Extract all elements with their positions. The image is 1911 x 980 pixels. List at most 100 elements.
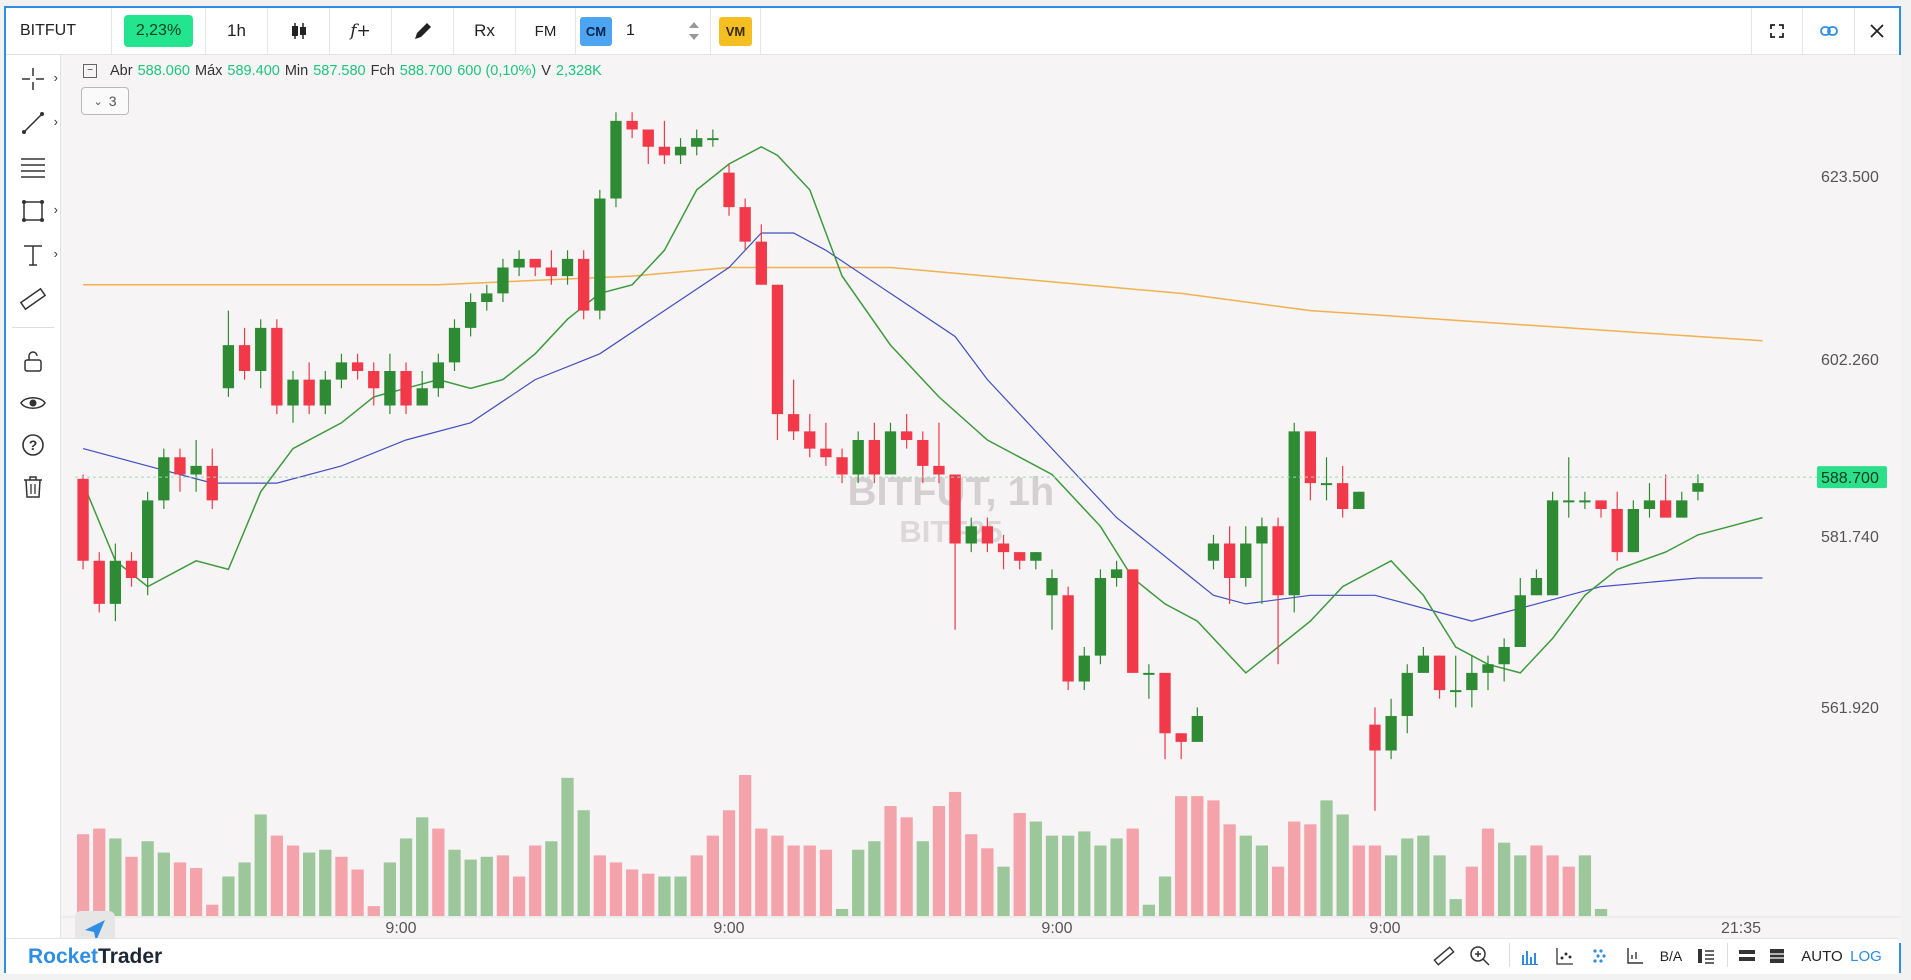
top-toolbar: BITFUT 2,23% 1h f+ Rx FM CM 1 VM xyxy=(6,8,1899,55)
candle-body xyxy=(1272,526,1284,596)
rx-button[interactable]: Rx xyxy=(454,8,516,54)
heatmap-toggle[interactable] xyxy=(1587,943,1613,969)
candle-body xyxy=(1433,655,1446,691)
candle-body xyxy=(884,431,897,475)
zoom-button[interactable] xyxy=(1467,943,1493,969)
cm-button[interactable]: CM xyxy=(576,8,616,54)
chevron-right-icon[interactable]: › xyxy=(53,202,58,217)
chevron-down-icon: ⌄ xyxy=(93,95,103,108)
chart-area[interactable]: BITFUT, 1hBITF25623.500602.260581.740561… xyxy=(61,55,1901,951)
volume-bar xyxy=(803,845,816,916)
candle-body xyxy=(820,448,832,458)
axis-toggle[interactable] xyxy=(1622,943,1648,969)
candle-body xyxy=(561,258,574,277)
shapes-tool[interactable]: › xyxy=(6,191,60,231)
bid-ask-toggle[interactable]: B/A xyxy=(1659,948,1683,964)
svg-text:?: ? xyxy=(29,437,38,453)
close-value: 588.700 xyxy=(399,63,453,79)
candle-body xyxy=(238,345,251,371)
candle-body xyxy=(1385,716,1397,751)
candle-body xyxy=(416,388,428,406)
spinner-arrows-icon[interactable] xyxy=(688,20,700,42)
text-tool[interactable]: › xyxy=(6,235,60,275)
ruler-icon xyxy=(1433,946,1455,966)
candle-body xyxy=(464,302,477,328)
link-button[interactable] xyxy=(1803,8,1855,54)
candle-body xyxy=(771,284,784,415)
candle-body xyxy=(1207,543,1220,561)
symbol-selector[interactable]: BITFUT xyxy=(6,8,112,54)
candle-body xyxy=(691,138,703,147)
ruler-icon xyxy=(19,287,47,311)
lock-button[interactable] xyxy=(6,341,60,381)
chevron-right-icon[interactable]: › xyxy=(53,114,58,129)
low-label: Min xyxy=(284,63,309,79)
auto-scale-button[interactable]: AUTO xyxy=(1801,947,1843,965)
delete-drawings-button[interactable] xyxy=(6,467,60,507)
fib-tool[interactable] xyxy=(6,147,60,187)
volume-bar xyxy=(1175,796,1188,916)
candle-body xyxy=(1337,483,1349,509)
candle-body xyxy=(400,371,412,406)
candle-body xyxy=(1401,672,1413,716)
book-toggle[interactable] xyxy=(1693,943,1719,969)
chart-type-button[interactable] xyxy=(268,8,330,54)
volume-bar xyxy=(367,906,380,916)
ruler-button[interactable] xyxy=(1431,943,1457,969)
candle-body xyxy=(1643,500,1656,509)
volume-bar xyxy=(739,775,752,916)
panel-icon xyxy=(1770,949,1784,963)
log-scale-button[interactable]: LOG xyxy=(1850,947,1882,965)
layout-toggle-1[interactable] xyxy=(1734,943,1760,969)
order-book-icon xyxy=(1698,949,1714,964)
indicators-toggle[interactable]: ⌄ 3 xyxy=(81,87,129,115)
trendline-tool[interactable]: › xyxy=(6,103,60,143)
volume-bar xyxy=(835,908,849,916)
close-button[interactable] xyxy=(1855,8,1899,54)
help-button[interactable]: ? xyxy=(6,425,60,465)
timeframe-button[interactable]: 1h xyxy=(206,8,268,54)
visibility-button[interactable] xyxy=(6,383,60,423)
toolbar-divider xyxy=(12,327,54,328)
brand-part-2: Trader xyxy=(98,945,163,968)
vm-button[interactable]: VM xyxy=(711,8,761,54)
volume-bar xyxy=(658,876,671,916)
time-axis-label: 9:00 xyxy=(385,920,416,937)
candle-body xyxy=(1030,552,1042,561)
volume-bar xyxy=(1304,824,1317,916)
volume-bar xyxy=(1433,855,1446,916)
divider xyxy=(1509,943,1510,967)
candle-body xyxy=(674,146,687,156)
collapse-legend-icon[interactable]: − xyxy=(83,64,97,78)
ruler-tool[interactable] xyxy=(6,279,60,319)
layout-toggle-2[interactable] xyxy=(1764,943,1790,969)
candle-body xyxy=(1627,509,1639,553)
candle-body xyxy=(1062,595,1074,682)
crosshair-tool[interactable]: › xyxy=(6,59,60,99)
candle-body xyxy=(1127,569,1139,673)
brand-part-1: Rocket xyxy=(28,945,99,968)
volume-bar xyxy=(448,849,461,916)
quantity-stepper[interactable]: 1 xyxy=(616,8,711,54)
close-icon xyxy=(1870,24,1884,38)
price-chart[interactable]: BITFUT, 1hBITF25623.500602.260581.740561… xyxy=(61,55,1901,943)
volume-bar xyxy=(1288,821,1301,916)
fullscreen-button[interactable] xyxy=(1751,8,1803,54)
candle-body xyxy=(1223,543,1236,578)
indicators-button[interactable]: f+ xyxy=(330,8,392,54)
scatter-toggle[interactable] xyxy=(1552,943,1578,969)
dots-grid-icon xyxy=(1593,949,1606,963)
chevron-right-icon[interactable]: › xyxy=(53,246,58,261)
brand-logo: RocketTrader xyxy=(28,945,162,969)
drawing-tools-button[interactable] xyxy=(392,8,454,54)
volume-bar xyxy=(1498,842,1511,916)
chevron-right-icon[interactable]: › xyxy=(53,70,58,85)
volume-toggle[interactable] xyxy=(1517,943,1543,969)
vm-label: VM xyxy=(718,16,753,46)
candle-body xyxy=(190,465,202,475)
candle-body xyxy=(1563,500,1575,503)
volume-bar xyxy=(206,904,219,916)
volume-bar xyxy=(254,814,267,916)
volume-bar xyxy=(1142,904,1156,916)
fm-button[interactable]: FM xyxy=(516,8,576,54)
